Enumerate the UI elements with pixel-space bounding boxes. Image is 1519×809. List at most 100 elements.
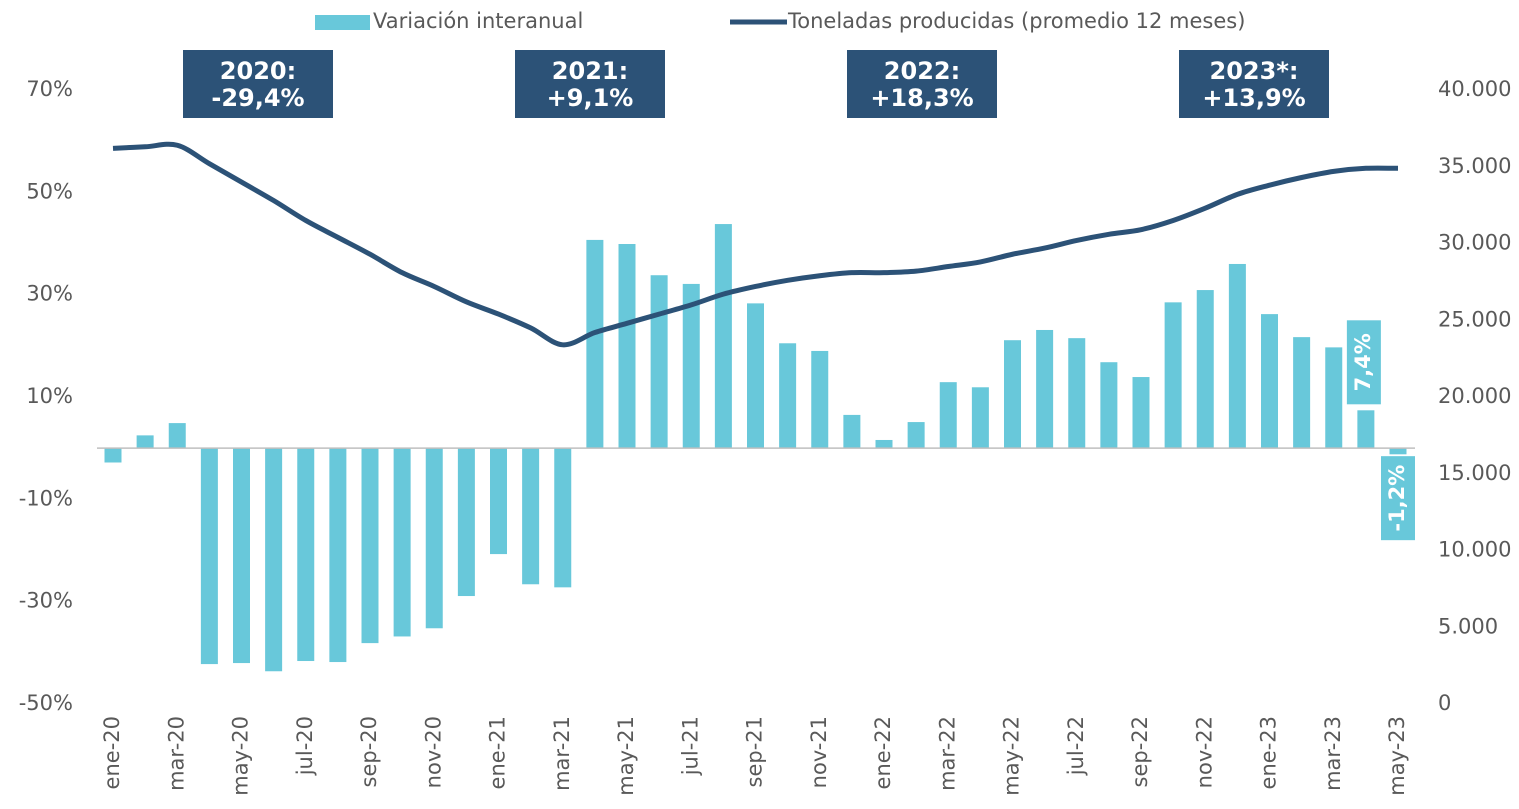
value-label: 7,4%	[1351, 333, 1375, 391]
annotation-value: +9,1%	[547, 84, 634, 112]
y2-tick-label: 10.000	[1438, 538, 1511, 562]
x-tick-label: jul-20	[293, 716, 317, 776]
bar	[1196, 290, 1214, 449]
annotation-year: 2023*:	[1210, 57, 1299, 85]
x-tick-label: ene-23	[1257, 716, 1281, 789]
bar	[1293, 337, 1311, 449]
legend-swatch	[315, 15, 370, 30]
bar	[1325, 347, 1343, 449]
bar	[907, 422, 925, 449]
x-tick-label: nov-20	[421, 716, 445, 788]
bar	[1164, 302, 1182, 449]
bar	[1357, 410, 1375, 449]
bar	[1036, 329, 1054, 449]
x-tick-label: sep-20	[357, 716, 381, 788]
annotation-value: +13,9%	[1202, 84, 1305, 112]
bar	[104, 448, 122, 463]
x-tick-label: ene-20	[100, 716, 124, 789]
bar	[1228, 263, 1246, 449]
bar	[329, 448, 347, 663]
bar	[1132, 377, 1150, 449]
x-tick-label: ene-22	[871, 716, 895, 789]
annotation-box	[515, 50, 665, 118]
y-tick-label: 30%	[26, 282, 73, 306]
bar	[875, 439, 893, 449]
annotation-box	[183, 50, 333, 118]
x-tick-label: mar-21	[550, 716, 574, 791]
x-tick-label: may-23	[1385, 716, 1409, 796]
x-tick-label: mar-23	[1321, 716, 1345, 791]
bar	[425, 448, 443, 629]
bar	[1100, 362, 1118, 449]
bar	[457, 448, 475, 597]
y2-tick-label: 15.000	[1438, 461, 1511, 485]
bar	[361, 448, 379, 644]
legend-label: Variación interanual	[373, 9, 583, 33]
bar	[1068, 338, 1086, 449]
x-tick-label: may-21	[614, 716, 638, 796]
bar	[811, 350, 829, 449]
bar	[747, 303, 764, 449]
y2-tick-label: 20.000	[1438, 384, 1511, 408]
bar	[714, 224, 732, 449]
y-tick-label: 70%	[26, 77, 73, 101]
x-tick-label: sep-21	[743, 716, 767, 788]
bar	[971, 387, 989, 449]
bar	[168, 423, 186, 449]
bar	[1261, 314, 1278, 449]
bar	[393, 448, 411, 637]
annotation-value: -29,4%	[211, 84, 304, 112]
bar	[939, 382, 957, 449]
y2-tick-label: 0	[1438, 691, 1451, 715]
legend-label: Toneladas producidas (promedio 12 meses)	[787, 9, 1245, 33]
y-tick-label: -10%	[19, 486, 73, 510]
bar	[586, 239, 604, 449]
y2-tick-label: 35.000	[1438, 154, 1511, 178]
bar	[1004, 340, 1021, 449]
value-label: -1,2%	[1385, 465, 1409, 532]
annotation-value: +18,3%	[870, 84, 973, 112]
bar	[554, 448, 572, 588]
bar	[265, 448, 283, 672]
bar	[522, 448, 540, 585]
y2-tick-label: 40.000	[1438, 77, 1511, 101]
x-tick-label: nov-22	[1192, 716, 1216, 788]
x-tick-label: nov-21	[807, 716, 831, 788]
bar	[682, 283, 700, 449]
x-tick-label: jul-21	[678, 716, 702, 776]
bar	[843, 414, 861, 449]
value-label-box	[1381, 456, 1415, 541]
x-tick-label: may-20	[229, 716, 253, 796]
x-tick-label: mar-20	[164, 716, 188, 791]
x-tick-label: may-22	[1000, 716, 1024, 796]
bar	[233, 448, 250, 664]
bar	[779, 343, 797, 449]
bar	[136, 435, 154, 449]
x-tick-label: mar-22	[935, 716, 959, 791]
y-tick-label: -50%	[19, 691, 73, 715]
annotation-box	[1179, 50, 1329, 118]
bar	[490, 448, 507, 555]
annotation-box	[847, 50, 997, 118]
x-tick-label: ene-21	[486, 716, 510, 789]
annotation-year: 2022:	[884, 57, 960, 85]
y-tick-label: 50%	[26, 179, 73, 203]
annotation-year: 2020:	[220, 57, 296, 85]
line	[112, 141, 1399, 348]
x-tick-label: jul-22	[1064, 716, 1088, 776]
bar	[650, 275, 668, 449]
bar	[200, 448, 218, 665]
y2-tick-label: 30.000	[1438, 231, 1511, 255]
bar	[618, 244, 636, 449]
value-label-box	[1346, 320, 1381, 405]
y2-tick-label: 25.000	[1438, 307, 1511, 331]
y2-tick-label: 5.000	[1438, 614, 1498, 638]
bar	[297, 448, 315, 662]
y-tick-label: -30%	[19, 589, 73, 613]
x-tick-label: sep-22	[1128, 716, 1152, 788]
annotation-year: 2021:	[552, 57, 628, 85]
bar	[1389, 448, 1407, 455]
y-tick-label: 10%	[26, 384, 73, 408]
